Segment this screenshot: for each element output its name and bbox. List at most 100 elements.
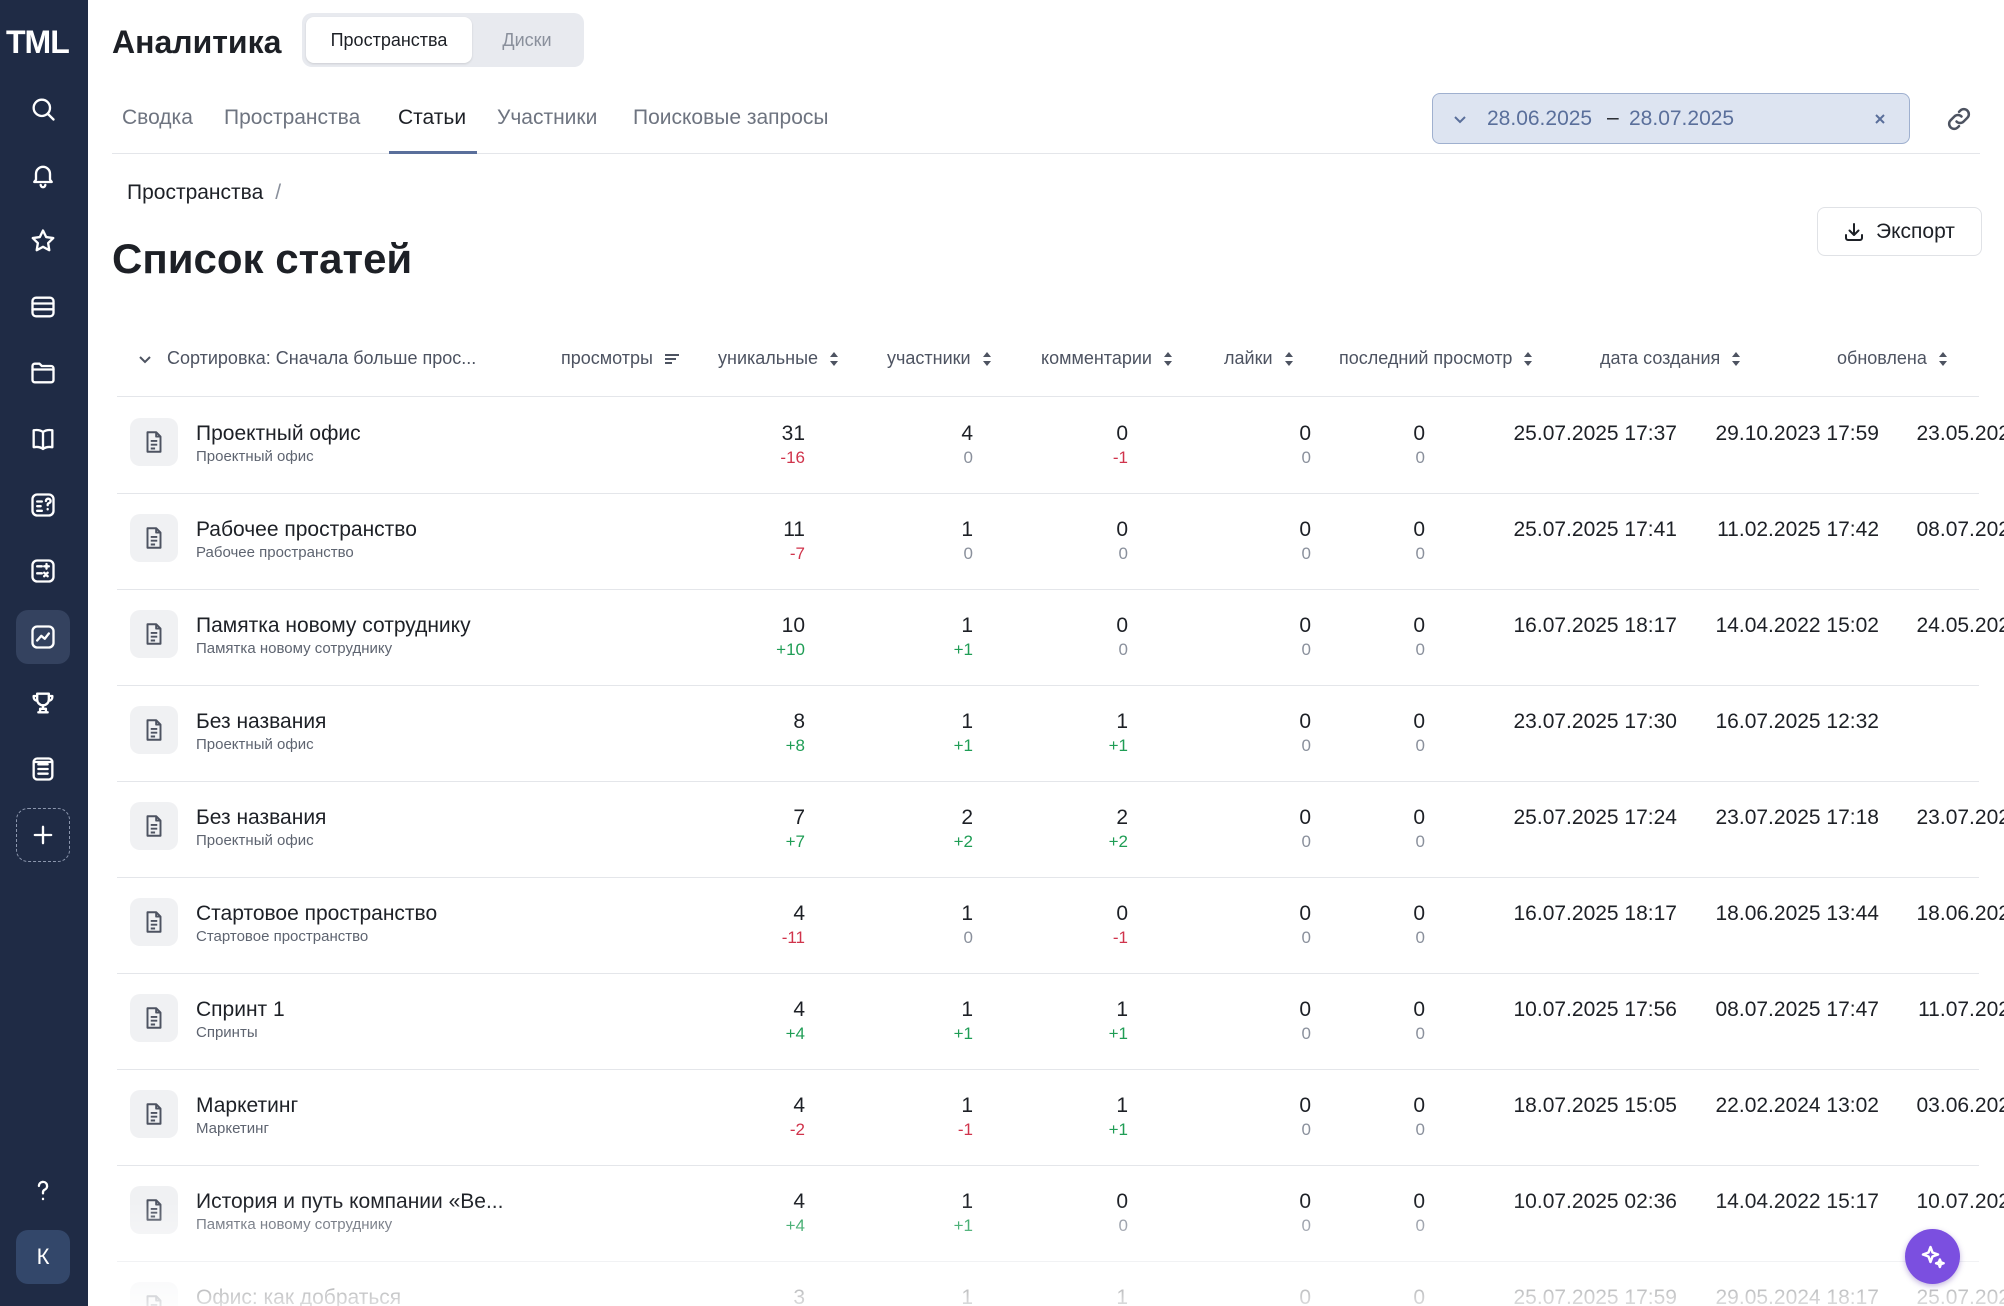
column-updated[interactable]: обновлена — [1837, 348, 1949, 369]
article-title[interactable]: Маркетинг — [196, 1094, 299, 1117]
cell-unique: 1 — [961, 1286, 973, 1306]
column-last-view[interactable]: последний просмотр — [1339, 348, 1534, 369]
table-row[interactable]: Спринт 1 Спринты 4 +4 1 +1 1 +1 0 0 0 0 10.07.2025 1… — [117, 974, 2004, 1070]
knowledge-nav-button[interactable] — [16, 412, 70, 466]
article-title[interactable]: Стартовое пространство — [196, 902, 438, 925]
table-row[interactable]: Рабочее пространство Рабочее пространство… — [117, 494, 2004, 590]
cell-comments: 0 — [1299, 806, 1311, 829]
cell-likes-delta: 0 — [1415, 1120, 1425, 1139]
breadcrumb: Пространства / — [127, 181, 281, 205]
article-title[interactable]: Проектный офис — [196, 422, 361, 445]
cell-participants: 1 — [1116, 710, 1128, 733]
article-title[interactable]: Спринт 1 — [196, 998, 285, 1021]
column-participants[interactable]: участники — [887, 348, 993, 369]
ai-assistant-button[interactable] — [1905, 1229, 1960, 1284]
cell-last-view: 23.07.2025 17:30 — [1513, 710, 1678, 733]
cell-unique-delta: -1 — [957, 1120, 973, 1139]
tab-spaces[interactable]: Пространства — [224, 106, 361, 129]
cell-views-delta: -2 — [789, 1120, 805, 1139]
sort-icon — [1284, 351, 1293, 366]
article-title[interactable]: История и путь компании «Ве... — [196, 1190, 504, 1213]
cell-likes: 0 — [1413, 518, 1425, 541]
calculator-nav-button[interactable] — [16, 544, 70, 598]
table-row[interactable]: Офис: как добраться 3 1 1 0 0 25.07.2025 17:59… — [117, 1262, 2004, 1306]
inbox-nav-button[interactable] — [16, 280, 70, 334]
column-created[interactable]: дата создания — [1600, 348, 1742, 369]
date-to[interactable]: 28.07.2025 — [1629, 107, 1735, 130]
cell-comments: 0 — [1299, 614, 1311, 637]
cell-participants: 1 — [1116, 1286, 1128, 1306]
cell-unique-delta: +2 — [953, 832, 973, 851]
cell-comments: 0 — [1299, 422, 1311, 445]
cell-participants: 2 — [1116, 806, 1128, 829]
cell-likes: 0 — [1413, 1094, 1425, 1117]
tab-participants[interactable]: Участники — [497, 106, 598, 129]
tab-articles[interactable]: Статьи — [398, 106, 467, 129]
clear-date-icon[interactable] — [1871, 110, 1889, 128]
article-title[interactable]: Без названия — [196, 710, 327, 733]
favorites-nav-button[interactable] — [16, 214, 70, 268]
help-nav-button[interactable] — [16, 1163, 70, 1217]
column-views-label: просмотры — [561, 348, 653, 368]
tasks-nav-button[interactable] — [16, 742, 70, 796]
table-row[interactable]: Памятка новому сотруднику Памятка новому … — [117, 590, 2004, 686]
column-likes[interactable]: лайки — [1224, 348, 1295, 369]
list-icon — [32, 757, 54, 781]
column-views[interactable]: просмотры — [561, 348, 679, 369]
article-space: Проектный офис — [196, 448, 314, 465]
date-range-picker[interactable]: 28.06.2025 – 28.07.2025 — [1432, 93, 1910, 144]
search-nav-button[interactable] — [16, 82, 70, 136]
segment-spaces[interactable]: Пространства — [306, 17, 472, 63]
notifications-nav-button[interactable] — [16, 148, 70, 202]
article-title[interactable]: Памятка новому сотруднику — [196, 614, 471, 637]
table-row[interactable]: Без названия Проектный офис 8 +8 1 +1 1 +1 0 0 0 0 2… — [117, 686, 1979, 782]
cell-views: 4 — [793, 998, 805, 1021]
copy-link-icon[interactable] — [1944, 104, 1974, 134]
table-row[interactable]: Проектный офис Проектный офис 31 -16 4 0 0 -1 0 0… — [117, 398, 2004, 494]
quiz-nav-button[interactable] — [16, 478, 70, 532]
table-row[interactable]: Стартовое пространство Стартовое простран… — [117, 878, 2004, 974]
cell-unique-delta: 0 — [963, 448, 973, 467]
tab-search-queries[interactable]: Поисковые запросы — [633, 106, 829, 129]
cell-views: 4 — [793, 1094, 805, 1117]
cell-likes: 0 — [1413, 422, 1425, 445]
plus-icon — [33, 825, 53, 845]
column-unique[interactable]: уникальные — [718, 348, 840, 369]
analytics-nav-button[interactable] — [16, 610, 70, 664]
achievements-nav-button[interactable] — [16, 676, 70, 730]
document-icon — [130, 706, 178, 754]
cell-created: 11.02.2025 17:42 — [1717, 518, 1879, 541]
cell-participants-delta: +1 — [1108, 1024, 1128, 1043]
add-nav-button[interactable] — [16, 808, 70, 862]
chevron-down-icon[interactable] — [1451, 110, 1469, 128]
column-comments[interactable]: комментарии — [1041, 348, 1174, 369]
sort-label: Сортировка: Сначала больше прос... — [167, 348, 477, 368]
breadcrumb-spaces-link[interactable]: Пространства — [127, 181, 264, 204]
article-title[interactable]: Офис: как добраться — [196, 1286, 402, 1306]
export-button[interactable]: Экспорт — [1817, 207, 1982, 256]
table-row[interactable]: История и путь компании «Ве... Памятка но… — [117, 1166, 2004, 1262]
avatar[interactable]: К — [16, 1230, 70, 1284]
column-updated-label: обновлена — [1837, 348, 1927, 368]
cell-comments-delta: 0 — [1301, 928, 1311, 947]
cell-views: 4 — [793, 1190, 805, 1213]
logo[interactable]: TML — [6, 24, 84, 58]
folders-nav-button[interactable] — [16, 346, 70, 400]
cell-participants: 0 — [1116, 614, 1128, 637]
sort-dropdown[interactable]: Сортировка: Сначала больше прос... — [137, 348, 476, 369]
article-title[interactable]: Без названия — [196, 806, 327, 829]
cell-participants-delta: -1 — [1112, 928, 1128, 947]
cell-comments: 0 — [1299, 518, 1311, 541]
help-icon — [37, 1180, 49, 1201]
cell-likes-delta: 0 — [1415, 832, 1425, 851]
cell-created: 14.04.2022 15:02 — [1715, 614, 1880, 637]
date-from[interactable]: 28.06.2025 — [1487, 107, 1593, 130]
cell-views: 3 — [793, 1286, 805, 1306]
tab-summary[interactable]: Сводка — [122, 106, 193, 129]
table-row[interactable]: Маркетинг Маркетинг 4 -2 1 -1 1 +1 0 0 0 0 18.07.202… — [117, 1070, 2004, 1166]
app-title: Аналитика — [112, 24, 282, 60]
segment-disks[interactable]: Диски — [502, 29, 552, 50]
table-row[interactable]: Без названия Проектный офис 7 +7 2 +2 2 +2 0 0 0 0 2… — [117, 782, 2004, 878]
cell-participants-delta: 0 — [1118, 544, 1128, 563]
article-title[interactable]: Рабочее пространство — [196, 518, 417, 541]
